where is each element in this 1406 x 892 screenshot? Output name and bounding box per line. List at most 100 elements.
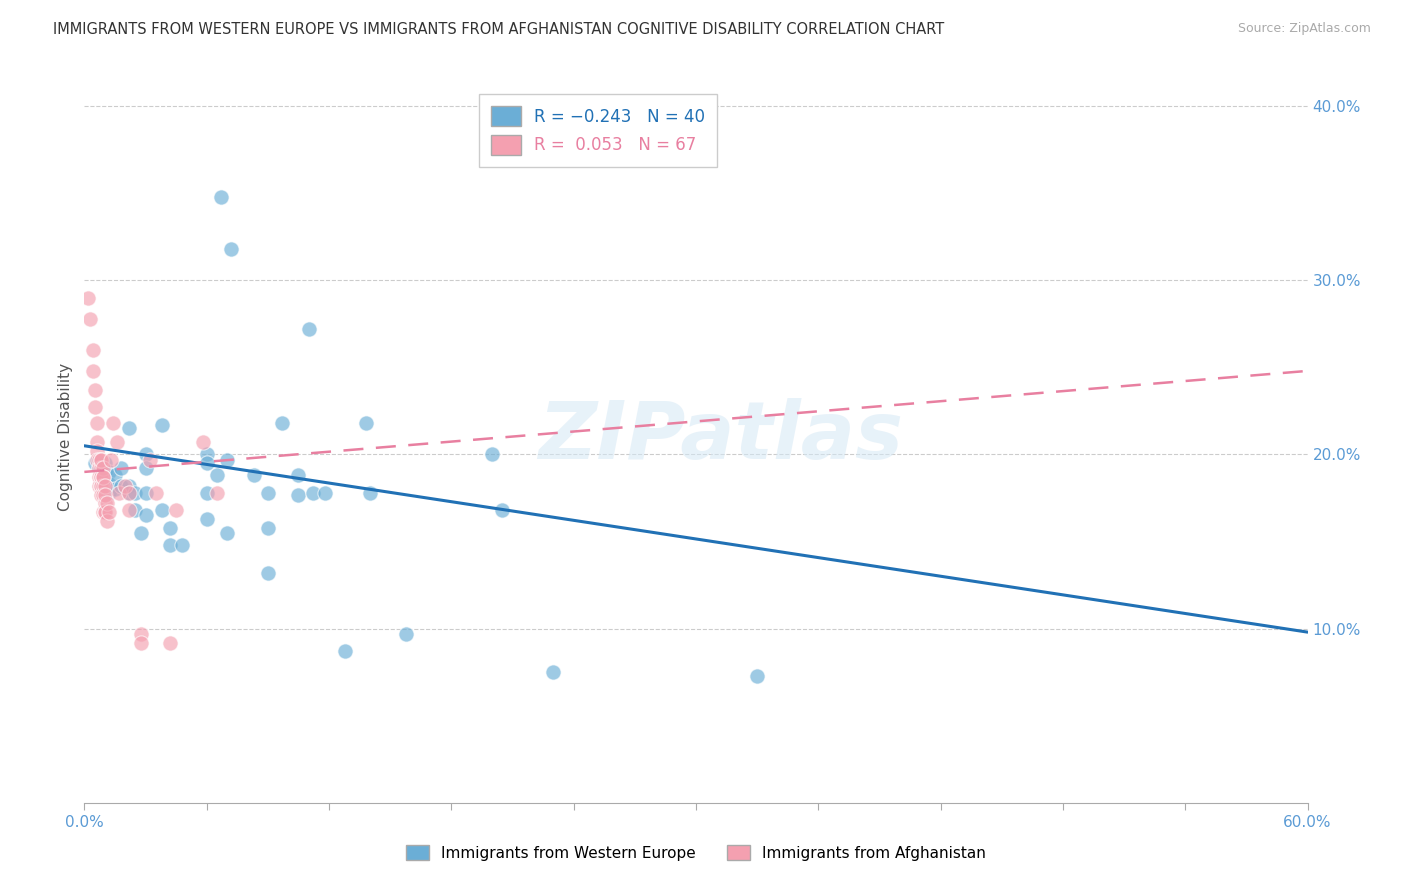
Point [335, 644, 357, 658]
Point [118, 503, 141, 517]
Point [145, 485, 167, 500]
Point [96, 496, 118, 510]
Point [87, 452, 110, 467]
Point [135, 448, 157, 462]
Point [82, 343, 104, 357]
Point [195, 456, 218, 470]
Point [135, 508, 157, 523]
Point [118, 479, 141, 493]
Point [93, 479, 115, 493]
Point [97, 505, 120, 519]
Point [90, 479, 112, 493]
Point [271, 416, 294, 430]
Point [359, 485, 381, 500]
Point [87, 461, 110, 475]
Point [172, 538, 194, 552]
Point [97, 485, 120, 500]
Point [219, 242, 242, 256]
Point [97, 465, 120, 479]
Point [242, 468, 264, 483]
Point [104, 468, 127, 483]
Point [124, 503, 146, 517]
Point [217, 452, 239, 467]
Point [159, 635, 181, 649]
Point [86, 416, 108, 430]
Point [79, 311, 101, 326]
Text: ZIPatlas: ZIPatlas [538, 398, 903, 476]
Point [191, 435, 214, 450]
Point [257, 485, 280, 500]
Point [138, 452, 160, 467]
Point [131, 627, 153, 641]
Point [82, 364, 104, 378]
Point [93, 474, 115, 488]
Point [77, 291, 100, 305]
Point [87, 461, 110, 475]
Point [205, 485, 228, 500]
Point [118, 421, 141, 435]
Point [90, 461, 112, 475]
Point [86, 444, 108, 458]
Point [93, 505, 115, 519]
Point [83, 456, 105, 470]
Point [395, 627, 418, 641]
Legend: Immigrants from Western Europe, Immigrants from Afghanistan: Immigrants from Western Europe, Immigran… [399, 837, 993, 868]
Text: IMMIGRANTS FROM WESTERN EUROPE VS IMMIGRANTS FROM AFGHANISTAN COGNITIVE DISABILI: IMMIGRANTS FROM WESTERN EUROPE VS IMMIGR… [53, 22, 945, 37]
Point [93, 483, 115, 497]
Point [97, 477, 120, 491]
Point [104, 483, 127, 497]
Point [131, 525, 153, 540]
Point [354, 416, 377, 430]
Point [159, 521, 181, 535]
Point [100, 452, 122, 467]
Point [90, 452, 112, 467]
Point [195, 448, 218, 462]
Point [91, 461, 114, 475]
Point [124, 485, 146, 500]
Point [481, 448, 503, 462]
Point [90, 452, 112, 467]
Point [91, 479, 114, 493]
Point [135, 485, 157, 500]
Point [287, 468, 309, 483]
Point [105, 435, 128, 450]
Point [150, 417, 173, 432]
Point [257, 521, 280, 535]
Point [118, 485, 141, 500]
Point [93, 505, 115, 519]
Point [135, 461, 157, 475]
Text: Source: ZipAtlas.com: Source: ZipAtlas.com [1237, 22, 1371, 36]
Point [96, 514, 118, 528]
Point [298, 322, 321, 336]
Point [491, 503, 513, 517]
Point [91, 470, 114, 484]
Point [86, 435, 108, 450]
Point [257, 566, 280, 580]
Point [114, 479, 136, 493]
Point [83, 383, 105, 397]
Point [209, 190, 232, 204]
Point [90, 479, 112, 493]
Point [747, 668, 769, 682]
Point [314, 485, 336, 500]
Point [93, 496, 115, 510]
Point [217, 525, 239, 540]
Point [287, 487, 309, 501]
Point [83, 401, 105, 415]
Point [110, 461, 132, 475]
Point [150, 503, 173, 517]
Point [91, 505, 114, 519]
Point [195, 512, 218, 526]
Point [90, 487, 112, 501]
Point [91, 487, 114, 501]
Point [108, 485, 131, 500]
Point [93, 487, 115, 501]
Point [90, 470, 112, 484]
Point [91, 470, 114, 484]
Point [195, 485, 218, 500]
Point [93, 465, 115, 479]
Point [87, 470, 110, 484]
Point [131, 635, 153, 649]
Point [90, 474, 112, 488]
Point [205, 468, 228, 483]
